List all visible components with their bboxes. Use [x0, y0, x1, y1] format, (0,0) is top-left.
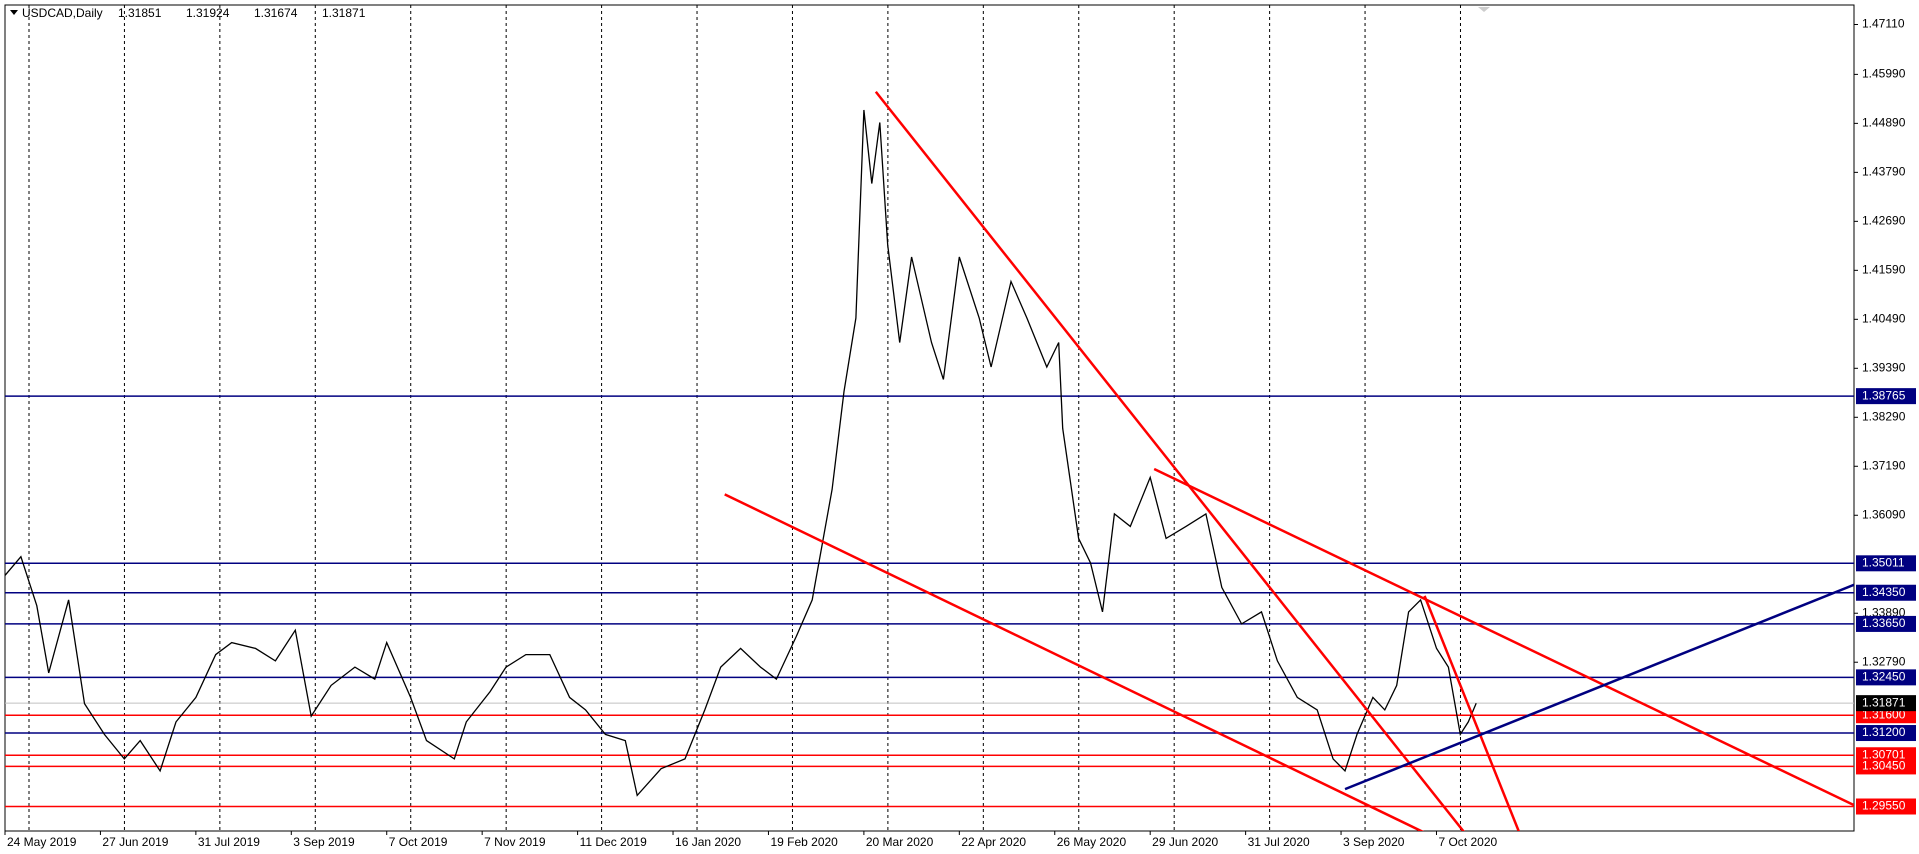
quote-value: 1.31924	[186, 6, 230, 20]
quote-value: 1.31851	[118, 6, 162, 20]
x-tick-label: 27 Jun 2019	[102, 835, 168, 849]
level-label: 1.33650	[1862, 616, 1906, 630]
level-label: 1.30701	[1862, 747, 1906, 761]
level-box	[1856, 615, 1916, 632]
level-box	[1856, 388, 1916, 405]
quote-value: 1.31871	[322, 6, 366, 20]
level-box	[1856, 707, 1916, 724]
label-layer: 1.47110 1.45990 1.44890 1.43790 1.42690 1.415…	[4, 17, 1916, 849]
y-tick-label: 1.47110	[1862, 17, 1905, 31]
level-box	[1856, 725, 1916, 742]
plot-frame	[4, 4, 1855, 832]
menu-arrow[interactable]	[10, 10, 18, 15]
x-tick-label: 7 Oct 2019	[389, 835, 448, 849]
series-layer	[5, 109, 1477, 797]
x-tick-label: 3 Sep 2019	[293, 835, 355, 849]
x-tick-label: 7 Oct 2020	[1438, 835, 1497, 849]
trendline	[1153, 467, 1854, 807]
y-tick-label: 1.33890	[1862, 605, 1906, 619]
level-label: 1.29550	[1862, 799, 1906, 813]
price-line	[5, 109, 1477, 797]
y-tick-label: 1.39390	[1862, 360, 1906, 374]
y-tick-label: 1.45990	[1862, 67, 1906, 81]
level-label: 1.32450	[1862, 670, 1906, 684]
trendline	[874, 90, 1465, 831]
level-box	[1856, 758, 1916, 775]
trendline-layer	[724, 90, 1854, 831]
x-tick-label: 31 Jul 2019	[198, 835, 260, 849]
y-tick-label: 1.43790	[1862, 165, 1906, 179]
level-box	[1856, 584, 1916, 601]
grid-layer	[28, 5, 1858, 831]
level-layer	[5, 395, 1854, 808]
x-tick-label: 20 Mar 2020	[866, 835, 934, 849]
level-label: 1.38765	[1862, 388, 1906, 402]
level-box	[1856, 798, 1916, 815]
y-tick-label: 1.36090	[1862, 507, 1906, 521]
y-tick-label: 1.38290	[1862, 409, 1906, 423]
current-price-box	[1856, 695, 1916, 712]
y-tick-label: 1.37190	[1862, 458, 1906, 472]
trendline	[724, 493, 1425, 831]
level-box	[1856, 555, 1916, 572]
x-tick-label: 11 Dec 2019	[580, 835, 647, 849]
y-tick-label: 1.44890	[1862, 116, 1906, 130]
x-tick-label: 24 May 2019	[7, 835, 77, 849]
x-tick-label: 22 Apr 2020	[961, 835, 1026, 849]
y-tick-label: 1.41590	[1862, 263, 1906, 277]
level-label: 1.31200	[1862, 725, 1906, 739]
level-label: 1.34350	[1862, 585, 1906, 599]
x-tick-label: 19 Feb 2020	[770, 835, 838, 849]
y-tick-label: 1.42690	[1862, 214, 1906, 228]
x-tick-label: 16 Jan 2020	[675, 835, 741, 849]
trendline	[1344, 583, 1854, 791]
x-tick-label: 3 Sep 2020	[1343, 835, 1405, 849]
trendline	[1423, 595, 1521, 831]
symbol-title: USDCAD,Daily	[22, 6, 103, 20]
x-tick-label: 7 Nov 2019	[484, 835, 546, 849]
shift-marker	[1478, 7, 1490, 12]
y-tick-label: 1.40490	[1862, 311, 1906, 325]
x-tick-label: 26 May 2020	[1057, 835, 1127, 849]
x-tick-label: 31 Jul 2020	[1248, 835, 1310, 849]
quote-value: 1.31674	[254, 6, 298, 20]
level-box	[1856, 669, 1916, 686]
y-tick-label: 1.32790	[1862, 654, 1906, 668]
level-label: 1.30450	[1862, 759, 1906, 773]
current-price-label: 1.31871	[1862, 695, 1906, 709]
x-tick-label: 29 Jun 2020	[1152, 835, 1218, 849]
level-label: 1.35011	[1862, 555, 1905, 569]
